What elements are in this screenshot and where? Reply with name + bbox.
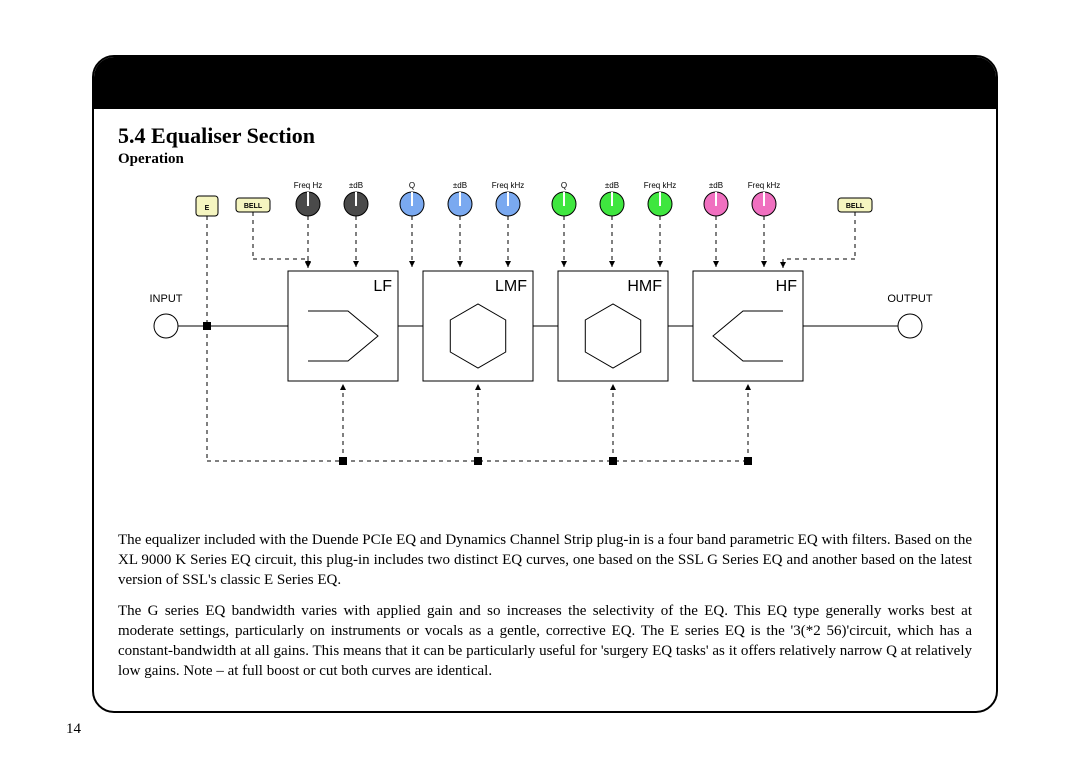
knob-label: Q (409, 181, 415, 190)
body-text: The equalizer included with the Duende P… (118, 531, 972, 682)
bypass-node (609, 457, 617, 465)
paragraph-2: The G series EQ bandwidth varies with ap… (118, 602, 972, 681)
output-node (898, 314, 922, 338)
section-subtitle: Operation (118, 151, 972, 168)
input-node (154, 314, 178, 338)
eq-band-label-lmf: LMF (495, 278, 527, 295)
knob-label: Freq kHz (644, 181, 676, 190)
page-content: 5.4 Equaliser Section Operation E BELL BEL… (94, 109, 996, 712)
input-label: INPUT (150, 293, 183, 305)
page-number: 14 (66, 721, 81, 738)
knob-label: ±dB (349, 181, 363, 190)
page-frame: 5.4 Equaliser Section Operation E BELL BEL… (92, 55, 998, 713)
knob-label: ±dB (709, 181, 723, 190)
knob-label: Q (561, 181, 567, 190)
knob-label: ±dB (605, 181, 619, 190)
eq-band-label-hf: HF (776, 278, 798, 295)
bypass-node (744, 457, 752, 465)
bypass-node (474, 457, 482, 465)
eq-band-label-hmf: HMF (627, 278, 662, 295)
bell-button-right-label: BELL (846, 203, 865, 210)
bell-button-left-label: BELL (244, 203, 263, 210)
section-title: 5.4 Equaliser Section (118, 123, 972, 149)
output-label: OUTPUT (887, 293, 933, 305)
paragraph-1: The equalizer included with the Duende P… (118, 531, 972, 590)
eq-diagram: E BELL BELL INPUT OUTPUT LF Freq Hz ±dB LMF Q ±dB F… (118, 176, 972, 511)
knob-label: ±dB (453, 181, 467, 190)
eq-band-label-lf: LF (373, 278, 392, 295)
knob-label: Freq kHz (492, 181, 524, 190)
e-button-label: E (205, 205, 210, 212)
bypass-node (339, 457, 347, 465)
header-bar (94, 57, 996, 109)
knob-label: Freq kHz (748, 181, 780, 190)
knob-label: Freq Hz (294, 181, 322, 190)
